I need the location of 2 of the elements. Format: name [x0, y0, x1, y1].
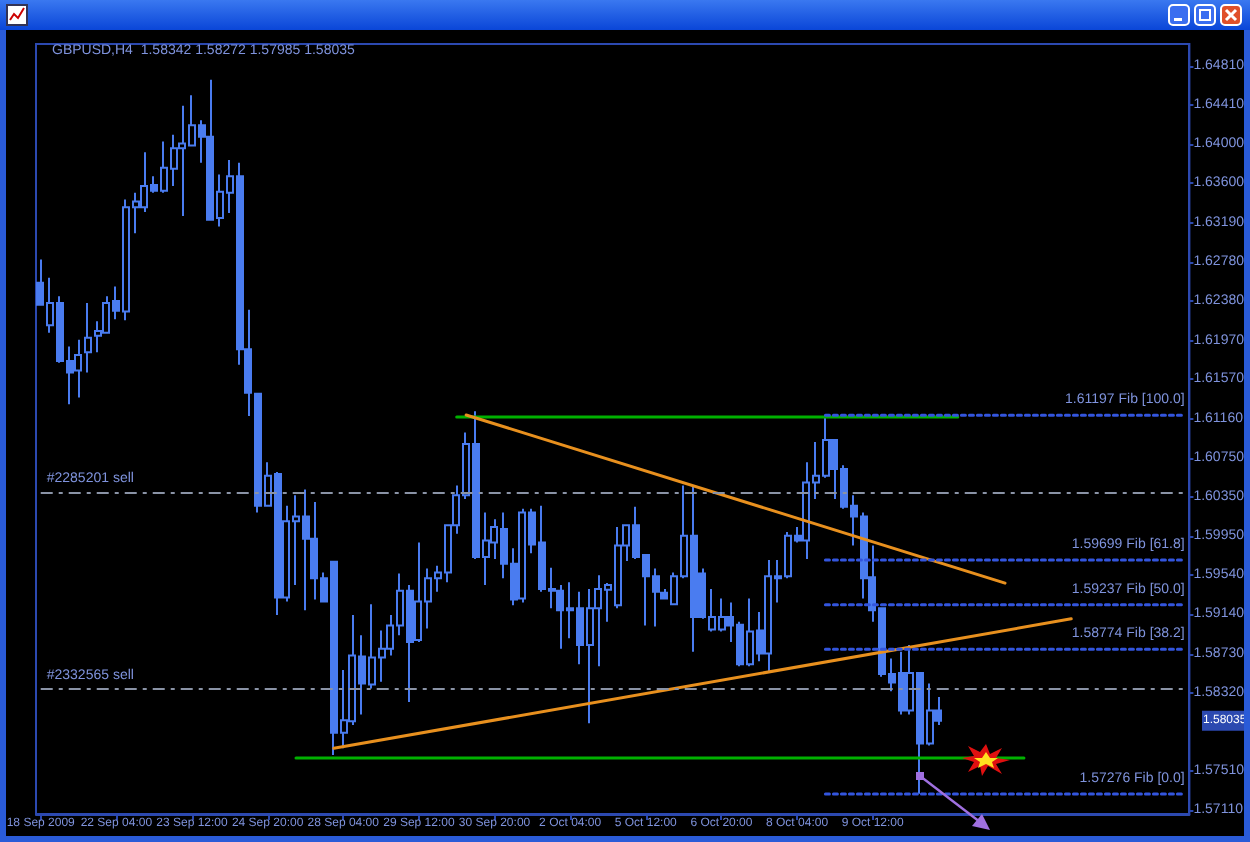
candlestick — [74, 338, 82, 399]
candlestick — [84, 301, 92, 374]
